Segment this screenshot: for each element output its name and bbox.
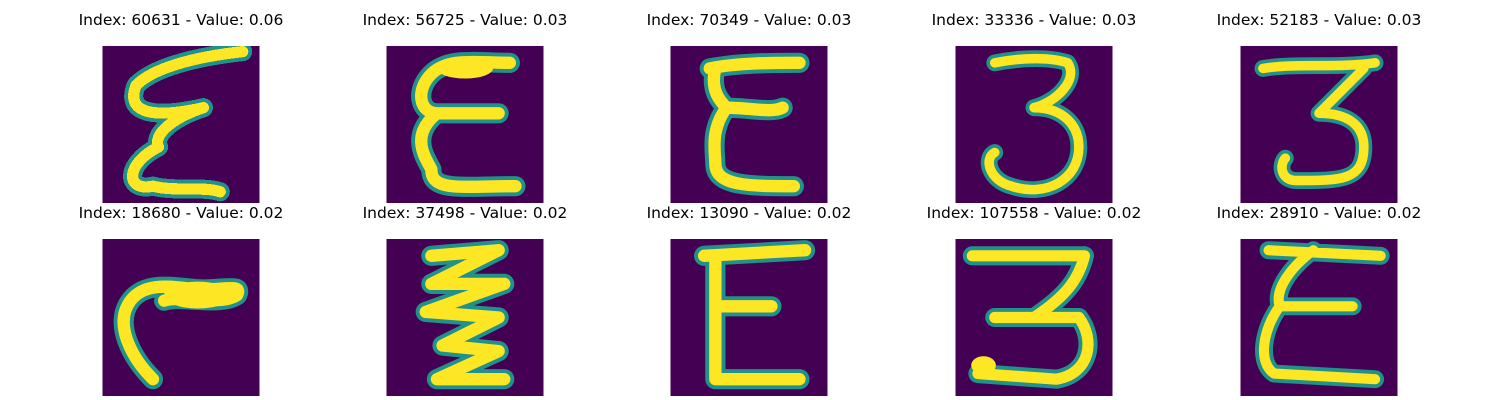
digit-image <box>102 46 260 203</box>
digit-image <box>1240 239 1398 396</box>
digit-image <box>386 239 544 396</box>
digit-image <box>955 46 1113 203</box>
digit-image <box>955 239 1113 396</box>
panel-title: Index: 52183 - Value: 0.03 <box>1216 11 1422 29</box>
panel-7: Index: 37498 - Value: 0.02 <box>363 204 567 396</box>
panel-9: Index: 107558 - Value: 0.02 <box>927 204 1141 396</box>
digit-image <box>386 46 544 203</box>
digit-image <box>102 239 260 396</box>
panel-5: Index: 52183 - Value: 0.03 <box>1217 11 1421 203</box>
panel-4: Index: 33336 - Value: 0.03 <box>932 11 1136 203</box>
panel-8: Index: 13090 - Value: 0.02 <box>647 204 851 396</box>
panel-title: Index: 33336 - Value: 0.03 <box>931 11 1137 29</box>
digit-image <box>1240 46 1398 203</box>
panel-2: Index: 56725 - Value: 0.03 <box>363 11 567 203</box>
panel-3: Index: 70349 - Value: 0.03 <box>647 11 851 203</box>
panel-1: Index: 60631 - Value: 0.06 <box>79 11 283 203</box>
panel-10: Index: 28910 - Value: 0.02 <box>1217 204 1421 396</box>
panel-title: Index: 37498 - Value: 0.02 <box>362 204 568 222</box>
digit-image <box>670 46 828 203</box>
panel-title: Index: 70349 - Value: 0.03 <box>646 11 852 29</box>
panel-title: Index: 56725 - Value: 0.03 <box>362 11 568 29</box>
panel-title: Index: 18680 - Value: 0.02 <box>78 204 284 222</box>
panel-title: Index: 28910 - Value: 0.02 <box>1216 204 1422 222</box>
digit-image <box>670 239 828 396</box>
panel-title: Index: 107558 - Value: 0.02 <box>926 204 1142 222</box>
panel-title: Index: 60631 - Value: 0.06 <box>78 11 284 29</box>
panel-title: Index: 13090 - Value: 0.02 <box>646 204 852 222</box>
panel-6: Index: 18680 - Value: 0.02 <box>79 204 283 396</box>
